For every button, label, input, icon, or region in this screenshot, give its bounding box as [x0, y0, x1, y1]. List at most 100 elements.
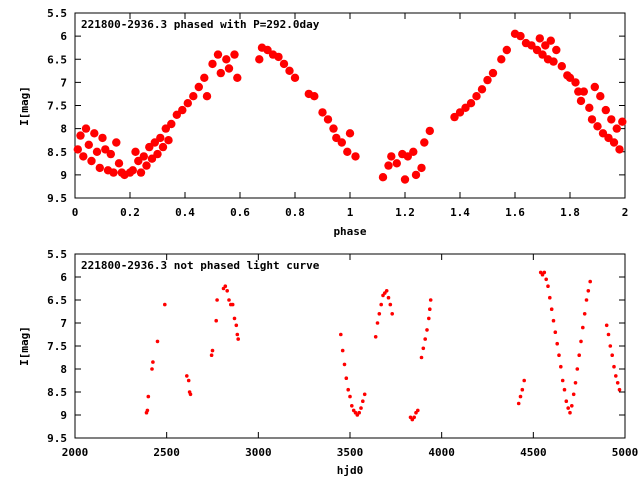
data-point — [189, 92, 198, 101]
data-point — [230, 302, 235, 307]
data-point — [134, 156, 143, 166]
data-point — [557, 61, 566, 71]
data-point — [571, 392, 576, 397]
data-point — [279, 59, 289, 69]
tick-layer: 2000 2500 3000 3500 4000 4500 5000 5.5 6 6.5 7 7.5 8… — [47, 248, 638, 459]
data-point — [136, 168, 146, 177]
y-axis-label: I[mag] — [18, 86, 31, 126]
data-point — [387, 152, 396, 161]
data-point — [549, 57, 558, 66]
y-tick-label: 6 — [60, 271, 67, 284]
data-point — [90, 129, 99, 138]
data-point — [151, 360, 155, 364]
data-point — [351, 152, 360, 161]
data-point — [421, 346, 426, 351]
data-point — [357, 410, 362, 415]
data-point — [608, 344, 613, 348]
y-tick-label: 6 — [60, 30, 67, 43]
data-point — [377, 312, 382, 316]
data-point — [163, 302, 167, 307]
data-point — [114, 159, 124, 168]
data-point — [348, 394, 352, 399]
data-point — [158, 142, 168, 152]
data-point — [419, 355, 424, 360]
data-point — [263, 45, 272, 55]
data-point — [150, 367, 154, 371]
data-point — [386, 295, 391, 300]
data-point — [215, 298, 219, 302]
data-point — [76, 131, 85, 140]
data-point — [339, 332, 343, 337]
data-point — [546, 36, 555, 45]
data-point — [155, 339, 160, 344]
data-point — [411, 170, 421, 180]
data-point — [412, 415, 417, 420]
data-point — [615, 381, 620, 385]
data-point — [598, 129, 608, 138]
data-point — [564, 399, 569, 404]
data-point — [183, 99, 192, 108]
data-point — [146, 394, 151, 399]
data-point — [587, 115, 597, 124]
data-point — [359, 406, 363, 410]
data-point — [570, 404, 574, 408]
data-point — [417, 163, 426, 173]
data-point — [194, 82, 203, 92]
data-point — [200, 73, 209, 83]
x-tick-label: 3000 — [245, 446, 272, 459]
data-point — [332, 133, 341, 143]
data-point — [345, 129, 355, 138]
data-point — [202, 92, 212, 101]
data-point — [378, 173, 388, 182]
data-point — [544, 277, 548, 282]
data-points — [144, 270, 622, 422]
x-tick-label: 1.4 — [450, 206, 470, 219]
data-points — [73, 29, 627, 184]
data-point — [416, 408, 420, 413]
data-point — [234, 323, 239, 328]
y-tick-label: 9 — [60, 409, 67, 422]
data-point — [384, 289, 389, 293]
data-point — [235, 332, 240, 337]
data-point — [223, 284, 228, 289]
y-tick-label: 8.5 — [47, 386, 67, 399]
data-point — [208, 59, 217, 69]
data-point — [596, 92, 605, 101]
data-point — [538, 50, 547, 59]
data-point — [584, 298, 589, 302]
data-point — [425, 328, 429, 332]
data-point — [392, 159, 401, 168]
data-point — [185, 374, 189, 378]
data-point — [617, 387, 622, 392]
data-point — [455, 108, 465, 117]
data-point — [522, 378, 526, 383]
data-point — [477, 85, 487, 94]
data-point — [73, 145, 83, 154]
data-point — [557, 353, 561, 358]
data-point — [428, 298, 433, 302]
data-point — [87, 156, 96, 166]
data-point — [551, 318, 556, 323]
y-tick-label: 5.5 — [47, 248, 67, 261]
data-point — [109, 168, 118, 177]
data-point — [581, 325, 585, 330]
data-point — [403, 152, 412, 161]
x-tick-label: 1.6 — [505, 206, 525, 219]
data-point — [361, 399, 365, 404]
data-point — [329, 124, 338, 133]
x-tick-label: 0.2 — [120, 206, 140, 219]
plot-title: 221800-2936.3 not phased light curve — [81, 259, 320, 272]
data-point — [546, 284, 550, 289]
x-tick-label: 0.8 — [285, 206, 305, 219]
data-point — [566, 406, 570, 410]
data-point — [150, 138, 159, 147]
data-point — [285, 66, 294, 76]
data-point — [222, 55, 231, 64]
x-tick-label: 1 — [347, 206, 354, 219]
data-point — [95, 163, 105, 173]
data-point — [186, 378, 191, 383]
data-point — [409, 147, 418, 156]
data-point — [388, 302, 393, 307]
x-tick-label: 2000 — [62, 446, 89, 459]
